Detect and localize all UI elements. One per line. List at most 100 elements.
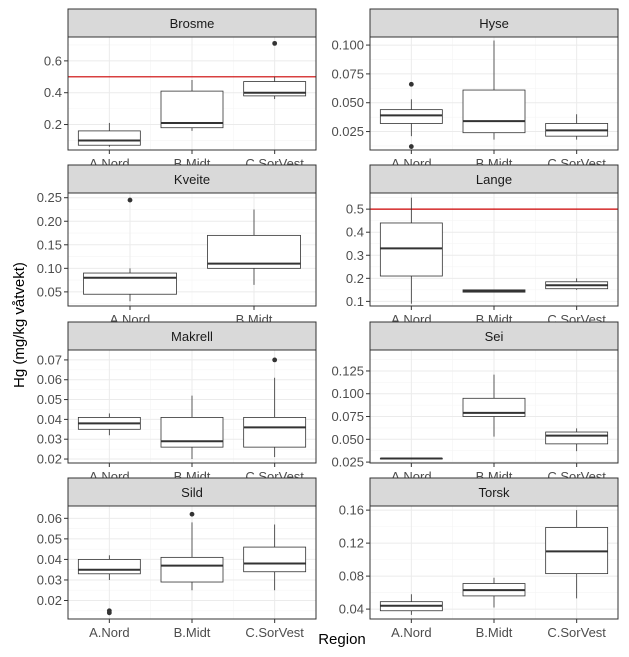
box-c-sorvest xyxy=(545,428,609,452)
y-tick-label: 0.050 xyxy=(331,95,364,110)
x-tick-label: C.SorVest xyxy=(547,625,606,640)
y-tick-label: 0.1 xyxy=(346,294,364,309)
box-a-nord xyxy=(77,122,141,147)
iqr-box xyxy=(160,90,224,129)
facet-strip xyxy=(369,8,619,38)
y-tick-label: 0.25 xyxy=(37,190,62,205)
facet-title: Brosme xyxy=(170,16,215,31)
y-axis-label: Hg (mg/kg våtvekt) xyxy=(11,262,28,388)
box-b-midt xyxy=(160,511,224,591)
y-tick-label: 0.12 xyxy=(339,536,364,551)
y-tick-label: 0.04 xyxy=(37,552,62,567)
box-b-midt xyxy=(207,209,301,285)
iqr-box xyxy=(462,89,526,134)
y-tick-label: 0.03 xyxy=(37,432,62,447)
box-c-sorvest xyxy=(545,510,609,599)
iqr-box xyxy=(379,222,443,277)
facet-strip xyxy=(67,164,317,194)
panel-sild: Sild 0.02 0.03 0.04 0.05 0.06 A.Nord B.Midt C.So… xyxy=(37,477,317,640)
x-tick-label: A.Nord xyxy=(89,625,129,640)
iqr-box xyxy=(83,272,177,295)
x-tick-label: A.Nord xyxy=(391,625,431,640)
y-tick-label: 0.100 xyxy=(331,38,364,53)
y-tick-label: 0.2 xyxy=(346,271,364,286)
facet-title: Torsk xyxy=(478,485,510,500)
y-tick-label: 0.4 xyxy=(44,85,62,100)
y-tick-label: 0.15 xyxy=(37,237,62,252)
y-tick-label: 0.08 xyxy=(339,569,364,584)
outlier-point xyxy=(106,610,112,616)
y-tick-label: 0.5 xyxy=(346,202,364,217)
box-b-midt xyxy=(462,289,526,293)
x-tick-label: B.Midt xyxy=(476,625,513,640)
outlier-point xyxy=(408,144,414,149)
outlier-point xyxy=(408,81,414,87)
y-tick-label: 0.07 xyxy=(37,352,62,367)
box-a-nord xyxy=(77,555,141,616)
y-tick-label: 0.05 xyxy=(37,392,62,407)
outlier-point xyxy=(189,511,195,517)
y-tick-label: 0.075 xyxy=(331,66,364,81)
y-tick-label: 0.025 xyxy=(331,455,364,470)
facet-title: Makrell xyxy=(171,329,213,344)
y-tick-label: 0.075 xyxy=(331,409,364,424)
y-tick-label: 0.100 xyxy=(331,386,364,401)
x-tick-label: B.Midt xyxy=(174,625,211,640)
panel-torsk: Torsk 0.04 0.08 0.12 0.16 A.Nord B.Midt C.SorVe… xyxy=(339,477,619,640)
box-c-sorvest xyxy=(243,40,307,100)
y-tick-label: 0.06 xyxy=(37,372,62,387)
box-c-sorvest xyxy=(243,524,307,591)
outlier-point xyxy=(127,197,133,203)
y-tick-label: 0.02 xyxy=(37,452,62,467)
box-c-sorvest xyxy=(545,114,609,140)
y-tick-label: 0.3 xyxy=(346,248,364,263)
iqr-box xyxy=(160,556,224,583)
iqr-box xyxy=(243,546,307,573)
facet-title: Kveite xyxy=(174,172,210,187)
iqr-box xyxy=(77,559,141,575)
box-b-midt xyxy=(160,395,224,460)
y-tick-label: 0.20 xyxy=(37,214,62,229)
y-tick-label: 0.03 xyxy=(37,572,62,587)
panels: Brosme 0.2 0.4 0.6 A.Nord B.Midt C.SorVest Hyse… xyxy=(37,8,619,640)
facet-strip xyxy=(67,8,317,38)
iqr-box xyxy=(243,81,307,97)
x-tick-label: C.SorVest xyxy=(245,625,304,640)
box-a-nord xyxy=(379,81,443,149)
box-c-sorvest xyxy=(243,357,307,458)
y-tick-label: 0.05 xyxy=(37,531,62,546)
y-tick-label: 0.125 xyxy=(331,363,364,378)
iqr-box xyxy=(160,417,224,448)
facet-strip xyxy=(369,477,619,507)
box-b-midt xyxy=(462,374,526,437)
facet-strip xyxy=(67,477,317,507)
outlier-point xyxy=(272,357,278,363)
y-tick-label: 0.025 xyxy=(331,124,364,139)
iqr-box xyxy=(243,417,307,448)
iqr-box xyxy=(77,130,141,146)
y-tick-label: 0.2 xyxy=(44,117,62,132)
x-axis-label: Region xyxy=(318,631,366,648)
y-tick-label: 0.050 xyxy=(331,432,364,447)
y-tick-label: 0.04 xyxy=(37,412,62,427)
iqr-box xyxy=(379,109,443,124)
box-b-midt xyxy=(462,577,526,608)
panel-border xyxy=(67,192,317,307)
box-b-midt xyxy=(462,40,526,140)
y-tick-label: 0.02 xyxy=(37,593,62,608)
y-tick-label: 0.04 xyxy=(339,602,364,617)
box-a-nord xyxy=(83,197,177,302)
y-tick-label: 0.10 xyxy=(37,261,62,276)
y-tick-label: 0.6 xyxy=(44,53,62,68)
y-tick-label: 0.16 xyxy=(339,503,364,518)
facet-title: Hyse xyxy=(479,16,509,31)
facet-title: Sild xyxy=(181,485,203,500)
box-b-midt xyxy=(160,79,224,131)
facet-strip xyxy=(369,164,619,194)
